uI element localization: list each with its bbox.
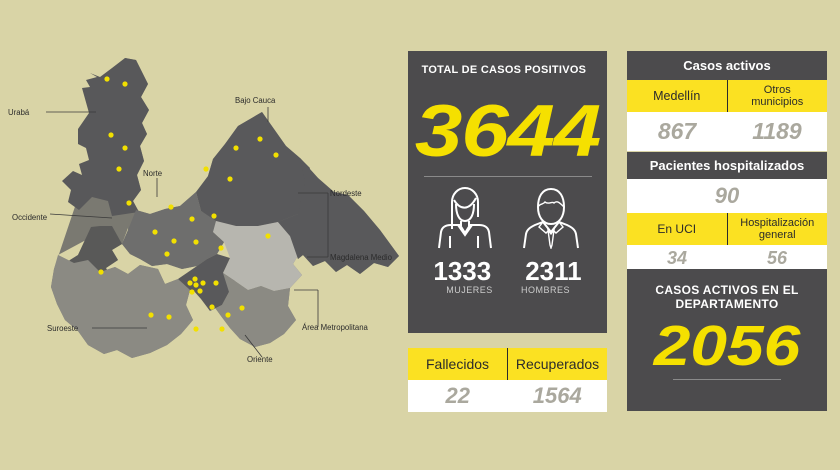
- svg-text:Área Metropolitana: Área Metropolitana: [302, 323, 369, 332]
- svg-text:Occidente: Occidente: [12, 213, 47, 222]
- svg-text:Bajo Cauca: Bajo Cauca: [235, 96, 276, 105]
- svg-text:Urabá: Urabá: [8, 108, 30, 117]
- svg-text:Nordeste: Nordeste: [330, 189, 362, 198]
- svg-text:Oriente: Oriente: [247, 355, 273, 364]
- svg-text:Norte: Norte: [143, 169, 162, 178]
- svg-text:Suroeste: Suroeste: [47, 324, 78, 333]
- svg-text:Magdalena Medio: Magdalena Medio: [330, 253, 393, 262]
